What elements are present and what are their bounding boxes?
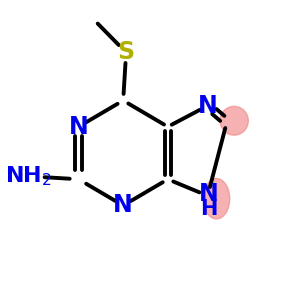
Text: N: N	[199, 182, 219, 206]
Text: N: N	[113, 194, 133, 218]
Text: H: H	[200, 199, 218, 219]
Text: N: N	[69, 115, 88, 139]
Text: NH$_2$: NH$_2$	[5, 164, 52, 188]
Text: S: S	[118, 40, 135, 64]
Circle shape	[220, 106, 248, 135]
Text: N: N	[198, 94, 218, 118]
Ellipse shape	[203, 178, 230, 219]
